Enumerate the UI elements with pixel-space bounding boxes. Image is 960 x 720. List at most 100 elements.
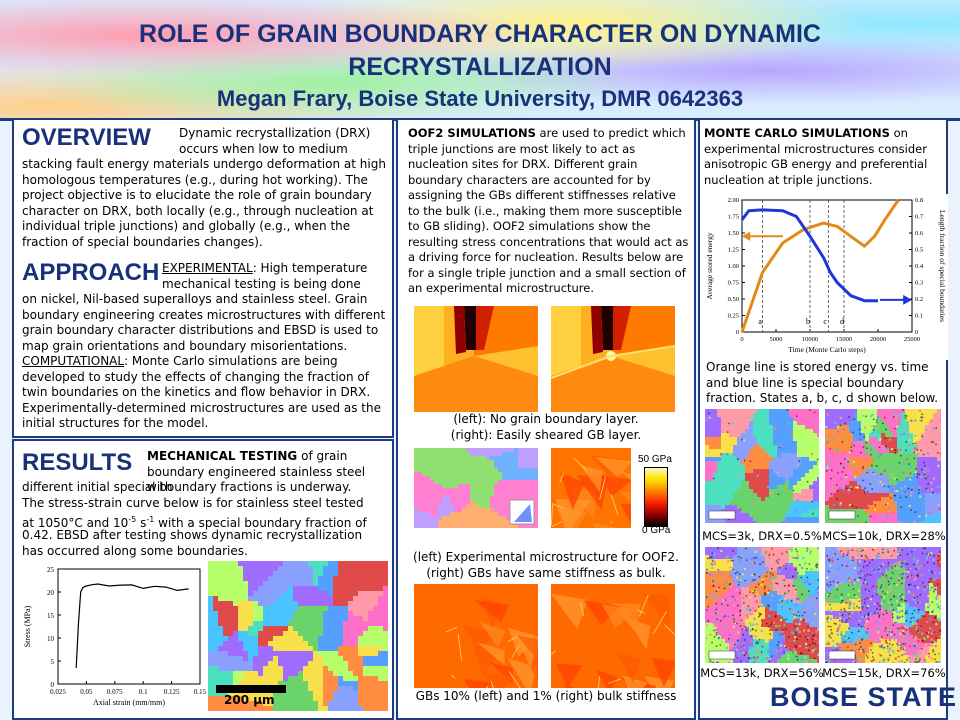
y-tick-label: 0: [51, 681, 55, 689]
mechanical-testing-label: MECHANICAL TESTING: [147, 449, 298, 463]
oof2-caption-2b: (right) GBs have same stiffness as bulk.: [426, 566, 666, 580]
orientation-triangle: [514, 504, 532, 522]
exp-1: -5: [128, 515, 137, 524]
y2-tick-label: 0: [915, 329, 918, 336]
results-heading: RESULTS: [22, 449, 133, 476]
state-marker-label: c: [823, 317, 827, 326]
title-line-1: ROLE OF GRAIN BOUNDARY CHARACTER ON DYNA…: [139, 20, 821, 48]
oof2-gb-10pct-image: [414, 584, 538, 688]
stress-strain-chart: 0.025 0.05 0.075 0.1 0.125 0.15 0 5 10 15 20 25 Axia…: [20, 561, 210, 716]
y-tick-label: 0.75: [728, 280, 739, 287]
y-tick-label: 15: [47, 612, 55, 620]
x-tick-label: 0.025: [50, 688, 66, 696]
mt-first-text: of grain boundary engineered stainless s…: [147, 449, 366, 494]
state-c-caption: MCS=13k, DRX=56%: [700, 666, 824, 680]
approach-heading: APPROACH: [22, 259, 160, 286]
colorbar-min-label: 0 GPa: [642, 525, 671, 536]
y-tick-label: 25: [47, 566, 55, 574]
results-line-3: at 1050°C and 10-5 s-1 with a special bo…: [22, 512, 386, 532]
y-tick-label: 2.00: [728, 197, 739, 204]
y2-tick-label: 0.8: [915, 197, 923, 204]
oof2-caption-2a: (left) Experimental microstructure for O…: [413, 550, 679, 564]
oof2-intro: are used to predict which triple junctio…: [408, 126, 689, 295]
overview-heading: OVERVIEW: [22, 124, 151, 151]
y-tick-label: 20: [47, 589, 55, 597]
y-axis-label: Average stored energy: [705, 232, 714, 299]
y2-tick-label: 0.1: [915, 313, 923, 320]
overview-text-first: Dynamic recrystallization (DRX) occurs w…: [179, 126, 371, 156]
oof2-experimental-microstructure: [414, 448, 538, 528]
x-axis-label: Axial strain (mm/mm): [93, 698, 165, 707]
x-tick-label: 15000: [836, 336, 852, 343]
y2-tick-label: 0.4: [915, 263, 924, 270]
stress-strain-curve: [75, 583, 189, 668]
state-c-image: [705, 547, 819, 663]
oof2-text: OOF2 SIMULATIONS are used to predict whi…: [408, 126, 690, 297]
oof2-same-stiffness-image: [551, 448, 631, 528]
oof2-label: OOF2 SIMULATIONS: [408, 126, 536, 140]
x-axis-label: Time (Monte Carlo steps): [788, 345, 866, 354]
y-tick-label: 5: [51, 658, 55, 666]
scale-bar: [216, 685, 286, 693]
x-tick-label: 0.1: [139, 688, 148, 696]
monte-carlo-text: MONTE CARLO SIMULATIONS on experimental …: [704, 126, 944, 188]
results-line-4: 0.42. EBSD after testing shows dynamic r…: [22, 528, 363, 542]
y2-axis-label: Length fraction of special boundaries: [938, 210, 947, 322]
x-tick-label: 0.075: [107, 688, 123, 696]
boise-state-logo: BOISE STATE: [770, 682, 958, 712]
plot-frame: [57, 568, 201, 685]
x-tick-label: 0.15: [194, 688, 207, 696]
y-tick-label: 0.50: [728, 296, 739, 303]
stress-colorbar: [644, 467, 668, 527]
computational-text: COMPUTATIONAL: Monte Carlo simulations a…: [22, 354, 386, 432]
state-marker-label: a: [758, 317, 762, 326]
author-line: Megan Frary, Boise State University, DMR…: [216, 86, 744, 111]
x-tick-label: 0.125: [164, 688, 180, 696]
experimental-first-text: : High temperature mechanical testing is…: [162, 261, 368, 291]
monte-carlo-chart: 0 5000 10000 15000 20000 2500000.250.500.751.…: [702, 194, 948, 360]
scale-bar-label: 200 μm: [224, 693, 275, 707]
experimental-label: EXPERIMENTAL: [162, 261, 253, 275]
stored-energy-arrowhead: [742, 231, 751, 241]
state-d-image: [825, 547, 941, 663]
monte-carlo-description: Orange line is stored energy vs. time an…: [706, 360, 939, 405]
mechanical-testing-first: MECHANICAL TESTING of grain boundary eng…: [147, 449, 392, 496]
x-tick-label: 25000: [904, 336, 920, 343]
oof2-gb-1pct-image: [551, 584, 675, 688]
y-tick-label: 1.00: [728, 263, 739, 270]
monte-carlo-label: MONTE CARLO SIMULATIONS: [704, 126, 890, 140]
monte-carlo-intro: on experimental microstructures consider…: [704, 126, 928, 187]
y2-tick-label: 0.2: [915, 296, 923, 303]
x-tick-label: 10000: [802, 336, 818, 343]
state-a-caption: MCS=3k, DRX=0.5%: [702, 529, 822, 543]
mechanical-testing-rest: different initial special boundary fract…: [22, 480, 352, 494]
overview-approach-panel: OVERVIEW Dynamic recrystallization (DRX)…: [12, 118, 394, 438]
x-tick-label: 20000: [870, 336, 886, 343]
y-tick-label: 1.50: [728, 230, 739, 237]
x-tick-label: 0: [740, 336, 743, 343]
oof2-caption-3: GBs 10% (left) and 1% (right) bulk stiff…: [415, 689, 677, 703]
y-tick-label: 1.25: [728, 247, 739, 254]
stored-energy-line: [740, 199, 900, 333]
y-axis-label: Stress (MPa): [23, 605, 32, 647]
oof2-caption-1a: (left): No grain boundary layer.: [453, 412, 639, 426]
results-line-2: The stress-strain curve below is for sta…: [22, 496, 364, 510]
state-d-caption: MCS=15k, DRX=76%: [822, 666, 946, 680]
state-b-caption: MCS=10k, DRX=28%: [822, 529, 946, 543]
state-marker-label: d: [840, 317, 844, 326]
results-line-3c: with a special boundary fraction of: [154, 516, 367, 530]
boundary-arrowhead: [903, 294, 912, 305]
oof2-triple-junction-left: [414, 306, 538, 412]
overview-text: stacking fault energy materials undergo …: [22, 157, 386, 249]
monte-carlo-panel: MONTE CARLO SIMULATIONS on experimental …: [698, 118, 958, 720]
special-boundary-line: [740, 208, 878, 303]
y2-tick-label: 0.7: [915, 214, 924, 221]
y2-tick-label: 0.6: [915, 230, 924, 237]
oof2-panel: OOF2 SIMULATIONS are used to predict whi…: [396, 118, 696, 720]
x-tick-label: 0.05: [80, 688, 93, 696]
ebsd-map-image: 200 μm: [208, 561, 388, 711]
computational-label: COMPUTATIONAL: [22, 354, 125, 368]
state-marker-label: b: [806, 317, 810, 326]
y-tick-label: 1.75: [728, 214, 739, 221]
chart-background: [20, 561, 210, 716]
